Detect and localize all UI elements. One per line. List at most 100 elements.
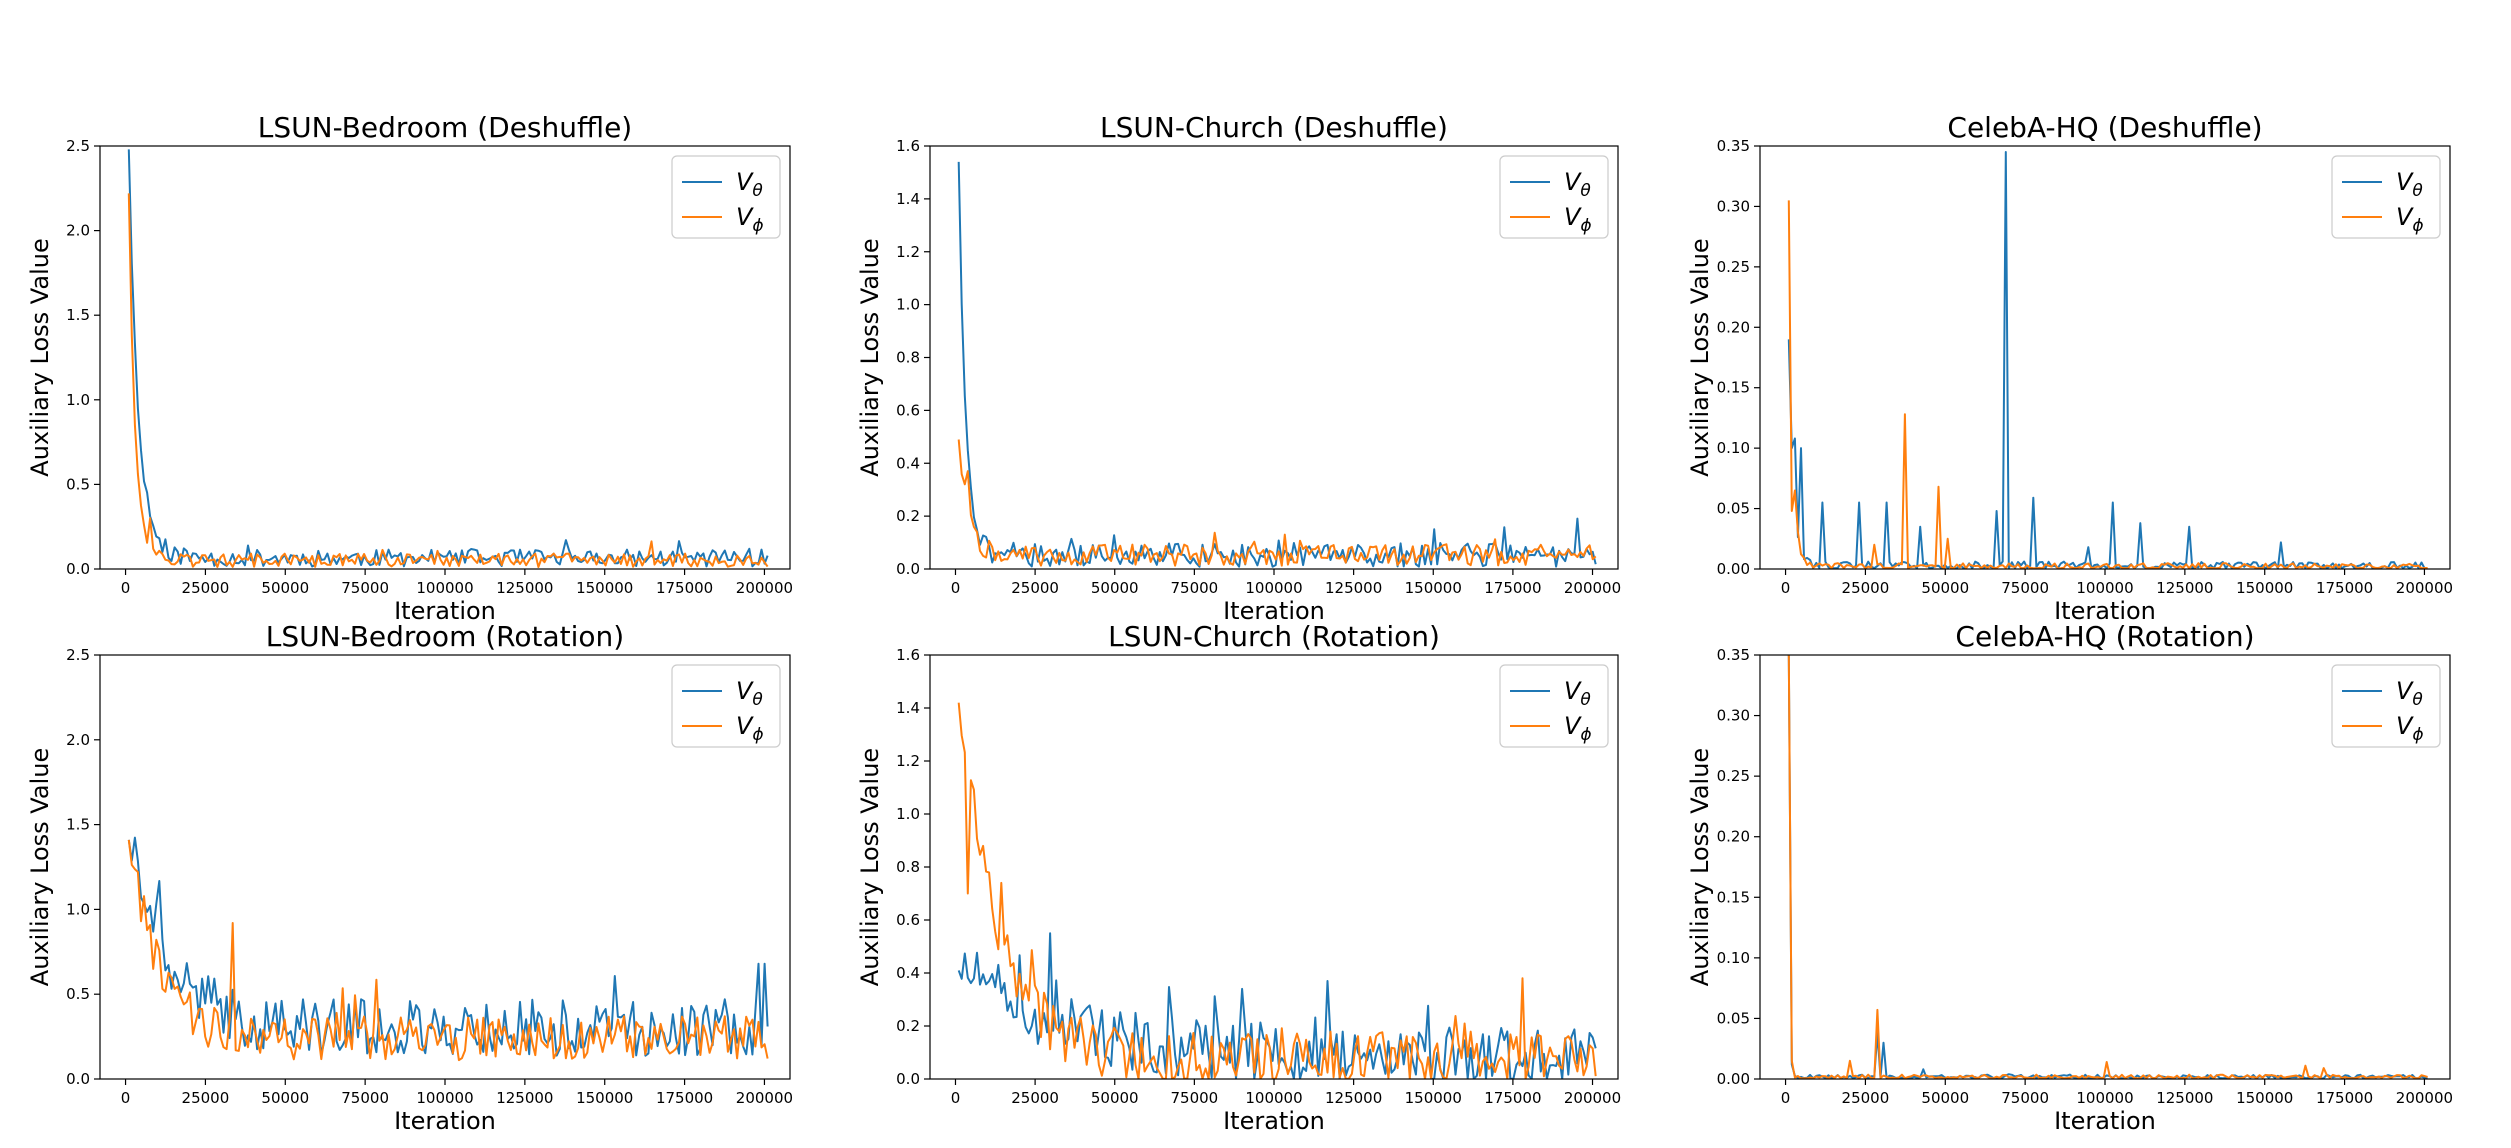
chart-title: CelebA-HQ (Rotation) [1955, 620, 2254, 653]
y-tick-label: 0.5 [66, 985, 90, 1003]
x-tick-label: 125000 [1325, 579, 1382, 597]
series-line-v-phi [957, 439, 1597, 567]
y-tick-label: 0.25 [1717, 767, 1750, 785]
y-axis-label: Auxiliary Loss Value [26, 748, 54, 986]
legend-label-theta: Vθ [1564, 677, 1591, 710]
y-tick-label: 0.20 [1717, 828, 1750, 846]
legend-label-main: V [736, 203, 754, 231]
y-axis-label: Auxiliary Loss Value [1686, 238, 1714, 476]
y-tick-label: 0.4 [896, 454, 920, 472]
legend-box [671, 664, 781, 748]
legend-label-sub: θ [1580, 181, 1591, 201]
x-tick-label: 175000 [2316, 579, 2373, 597]
y-tick-label: 1.5 [66, 816, 90, 834]
plot-frame [99, 145, 791, 570]
y-tick-label: 0.00 [1717, 1070, 1750, 1088]
x-tick-label: 50000 [1921, 1089, 1969, 1107]
y-tick-label: 2.0 [66, 222, 90, 240]
legend-label-theta: Vθ [2396, 168, 2423, 201]
y-tick-label: 0.4 [896, 964, 920, 982]
legend-label-sub: θ [2412, 690, 2423, 710]
chart-panel-1: LSUN-Church (Deshuffle) 0 25000 50000 75000 1… [856, 111, 1621, 625]
x-tick-label: 200000 [1564, 579, 1621, 597]
x-tick-label: 175000 [2316, 1089, 2373, 1107]
legend-label-main: V [1564, 712, 1582, 740]
series-line-v-phi [957, 702, 1597, 1079]
y-tick-label: 1.2 [896, 243, 920, 261]
legend-label-sub: ϕ [1580, 216, 1591, 236]
legend-label-main: V [1564, 677, 1582, 705]
y-tick-label: 0.15 [1717, 379, 1750, 397]
x-tick-label: 150000 [2236, 579, 2293, 597]
y-tick-label: 0.0 [896, 560, 920, 578]
legend-label-sub: θ [1580, 690, 1591, 710]
y-tick-label: 2.5 [66, 137, 90, 155]
x-tick-label: 50000 [261, 579, 309, 597]
chart-panel-0: LSUN-Bedroom (Deshuffle) 0 25000 50000 75000… [26, 111, 793, 625]
legend-label-phi: Vϕ [1564, 203, 1592, 236]
legend-label-main: V [2396, 677, 2414, 705]
legend-label-main: V [2396, 168, 2414, 196]
legend-box [1499, 155, 1609, 239]
chart-title: LSUN-Church (Deshuffle) [1100, 111, 1448, 144]
x-tick-label: 200000 [736, 1089, 793, 1107]
x-tick-label: 150000 [2236, 1089, 2293, 1107]
legend-box [671, 155, 781, 239]
legend-box [2331, 155, 2441, 239]
y-tick-label: 0.15 [1717, 888, 1750, 906]
x-tick-label: 50000 [1091, 579, 1139, 597]
series-line-v-phi [1787, 655, 2428, 1079]
legend-label-sub: ϕ [1580, 725, 1591, 745]
y-tick-label: 0.05 [1717, 500, 1750, 518]
plot-frame [1759, 654, 2451, 1080]
x-tick-label: 125000 [1325, 1089, 1382, 1107]
x-tick-label: 200000 [736, 579, 793, 597]
y-tick-label: 1.2 [896, 752, 920, 770]
series-line-v-phi [1787, 200, 2428, 569]
y-tick-label: 0.10 [1717, 949, 1750, 967]
x-tick-label: 125000 [496, 1089, 553, 1107]
legend-label-phi: Vϕ [1564, 712, 1592, 745]
x-axis-label: Iteration [394, 1107, 496, 1135]
x-tick-label: 75000 [341, 1089, 389, 1107]
x-axis-label: Iteration [394, 597, 496, 625]
legend-label-main: V [2396, 203, 2414, 231]
legend-label-theta: Vθ [2396, 677, 2423, 710]
y-tick-label: 1.0 [66, 900, 90, 918]
legend-label-sub: θ [2412, 181, 2423, 201]
x-tick-label: 200000 [1564, 1089, 1621, 1107]
y-tick-label: 2.5 [66, 646, 90, 664]
x-tick-label: 50000 [1091, 1089, 1139, 1107]
plot-frame [1759, 145, 2451, 570]
x-tick-label: 25000 [1011, 579, 1059, 597]
legend-label-theta: Vθ [736, 677, 763, 710]
x-tick-label: 75000 [1171, 579, 1219, 597]
legend-label-phi: Vϕ [2396, 203, 2424, 236]
y-tick-label: 1.6 [896, 137, 920, 155]
legend-label-main: V [1564, 203, 1582, 231]
x-tick-label: 100000 [416, 1089, 473, 1107]
y-tick-label: 1.0 [66, 391, 90, 409]
x-tick-label: 125000 [2156, 579, 2213, 597]
legend-label-sub: ϕ [752, 725, 763, 745]
chart-title: CelebA-HQ (Deshuffle) [1947, 111, 2262, 144]
legend-label-main: V [736, 677, 754, 705]
x-tick-label: 100000 [2076, 1089, 2133, 1107]
x-tick-label: 0 [121, 1089, 131, 1107]
x-tick-label: 25000 [182, 579, 230, 597]
y-axis-label: Auxiliary Loss Value [856, 238, 884, 476]
x-axis-label: Iteration [2054, 597, 2156, 625]
x-tick-label: 25000 [1011, 1089, 1059, 1107]
chart-panel-5: CelebA-HQ (Rotation) 0 25000 50000 75000 1000… [1686, 620, 2453, 1135]
x-tick-label: 200000 [2396, 579, 2453, 597]
x-tick-label: 100000 [2076, 579, 2133, 597]
x-tick-label: 150000 [1405, 579, 1462, 597]
x-tick-label: 0 [951, 1089, 961, 1107]
x-axis-label: Iteration [2054, 1107, 2156, 1135]
y-tick-label: 1.0 [896, 805, 920, 823]
